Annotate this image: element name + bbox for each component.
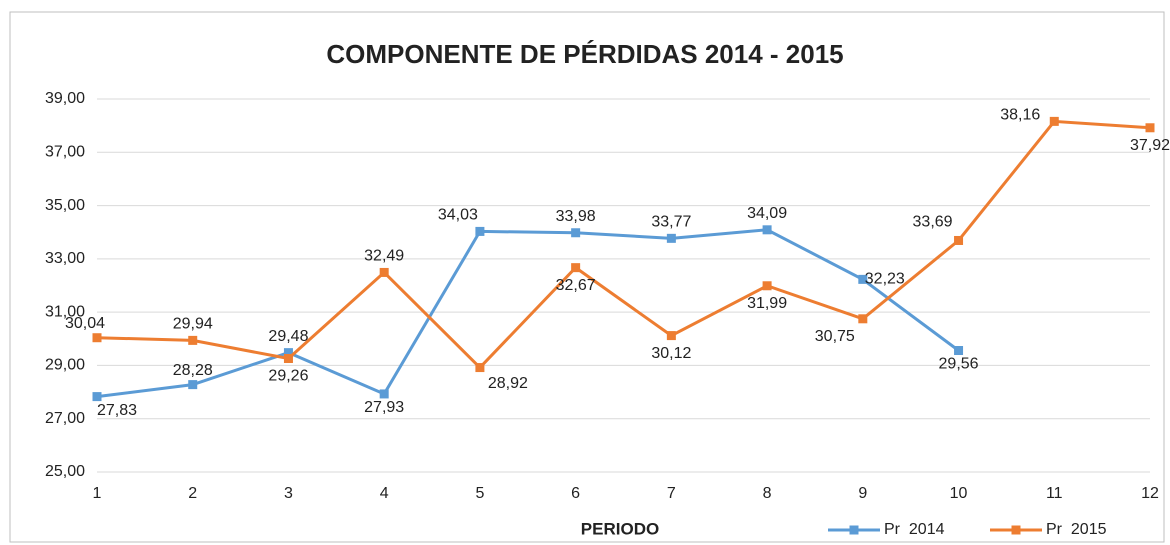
data-label: 32,67 — [556, 277, 596, 294]
y-tick-label: 29,00 — [45, 357, 85, 374]
legend-marker — [849, 525, 859, 535]
data-label: 30,12 — [651, 345, 691, 362]
point-marker — [283, 354, 293, 364]
data-label: 27,83 — [97, 402, 137, 419]
x-tick-label: 11 — [1046, 485, 1063, 502]
point-marker — [858, 314, 868, 324]
point-marker — [188, 335, 198, 345]
x-tick-label: 12 — [1141, 485, 1159, 502]
x-tick-label: 1 — [93, 485, 102, 502]
data-label: 28,92 — [488, 375, 528, 392]
y-tick-label: 35,00 — [45, 197, 85, 214]
legend-marker — [1011, 525, 1021, 535]
data-label: 33,69 — [913, 214, 953, 231]
data-label: 28,28 — [173, 362, 213, 379]
x-tick-label: 9 — [858, 485, 867, 502]
point-marker — [475, 363, 485, 373]
y-tick-label: 31,00 — [45, 303, 85, 320]
data-label: 34,03 — [438, 207, 478, 224]
data-label: 29,48 — [268, 328, 308, 345]
y-tick-label: 25,00 — [45, 463, 85, 480]
point-marker — [571, 228, 581, 238]
x-tick-label: 3 — [284, 485, 293, 502]
data-label: 34,09 — [747, 205, 787, 222]
data-label: 27,93 — [364, 399, 404, 416]
legend-label: Pr 2015 — [1046, 521, 1107, 538]
series-line — [96, 228, 960, 399]
y-tick-label: 33,00 — [45, 250, 85, 267]
point-marker — [666, 233, 676, 243]
y-tick-label: 27,00 — [45, 410, 85, 427]
x-tick-label: 5 — [475, 485, 484, 502]
data-label: 29,56 — [939, 356, 979, 373]
x-axis-label: PERIODO — [581, 519, 659, 538]
point-marker — [1145, 123, 1155, 133]
data-label: 37,92 — [1130, 137, 1170, 154]
point-marker — [762, 281, 772, 291]
point-marker — [666, 331, 676, 341]
y-tick-label: 37,00 — [45, 144, 85, 161]
x-tick-label: 4 — [380, 485, 389, 502]
point-marker — [92, 333, 102, 343]
x-tick-label: 2 — [188, 485, 197, 502]
point-marker — [858, 274, 868, 284]
point-marker — [1049, 116, 1059, 126]
data-label: 30,75 — [815, 328, 855, 345]
x-tick-label: 10 — [950, 485, 968, 502]
point-marker — [283, 348, 293, 358]
data-label: 32,49 — [364, 248, 404, 265]
data-label: 31,99 — [747, 295, 787, 312]
y-tick-label: 39,00 — [45, 90, 85, 107]
x-tick-label: 7 — [667, 485, 676, 502]
point-marker — [475, 226, 485, 236]
point-marker — [571, 263, 581, 273]
data-label: 29,26 — [268, 368, 308, 385]
chart-title: COMPONENTE DE PÉRDIDAS 2014 - 2015 — [326, 39, 843, 69]
point-marker — [762, 225, 772, 235]
point-marker — [188, 380, 198, 390]
data-label: 33,77 — [651, 214, 691, 231]
data-label: 32,23 — [865, 271, 905, 288]
point-marker — [954, 346, 964, 356]
point-marker — [92, 392, 102, 402]
point-marker — [379, 267, 389, 277]
x-tick-label: 6 — [571, 485, 580, 502]
point-marker — [379, 389, 389, 399]
point-marker — [954, 235, 964, 245]
data-label: 30,04 — [65, 315, 105, 332]
x-tick-label: 8 — [763, 485, 772, 502]
series-line — [96, 119, 1151, 370]
data-label: 33,98 — [556, 208, 596, 225]
data-label: 38,16 — [1000, 107, 1040, 124]
legend-label: Pr 2014 — [884, 521, 945, 538]
data-label: 29,94 — [173, 316, 213, 333]
